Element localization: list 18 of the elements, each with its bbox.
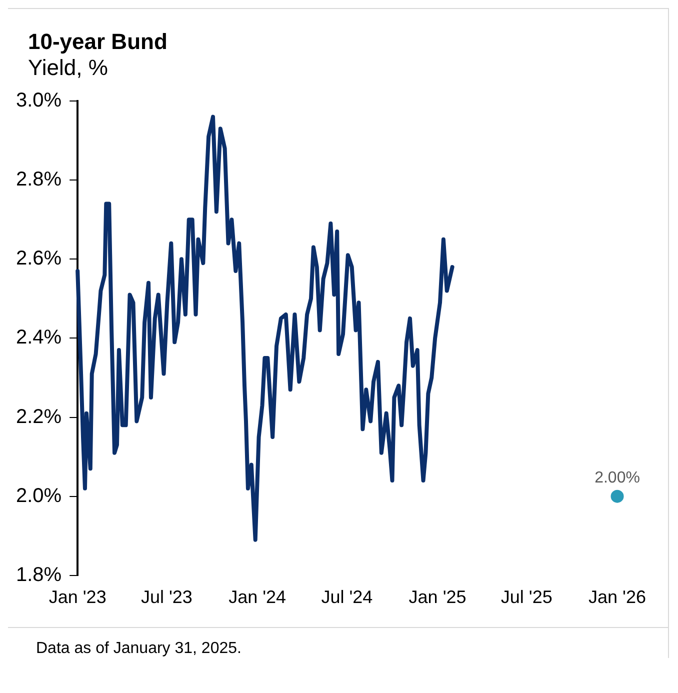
x-tick-label: Jan '24: [228, 587, 286, 608]
text: Data as of January 31, 2025.: [36, 640, 242, 658]
y-tick-label: 2.8%: [16, 168, 62, 191]
x-tick-label: Jul '23: [140, 587, 192, 608]
y-tick-label: 2.2%: [16, 406, 62, 428]
y-tick-label: 2.6%: [16, 248, 62, 270]
chart-subtitle: Yield, %: [28, 55, 109, 81]
y-tick-label: 2.0%: [16, 484, 62, 507]
x-tick-label: Jan '25: [408, 587, 466, 608]
y-tick-label: 3.0%: [16, 90, 62, 112]
data-label: 2.00%: [594, 470, 640, 487]
x-tick-label: Jan '23: [48, 587, 106, 608]
x-tick-label: Jul '25: [500, 587, 552, 608]
x-tick-label: Jan '26: [588, 587, 646, 608]
chart-title: 10-year Bund: [28, 29, 168, 55]
y-tick-label: 1.8%: [16, 564, 62, 586]
x-tick-label: Jul '24: [321, 587, 373, 608]
y-tick-label: 2.4%: [16, 326, 62, 349]
